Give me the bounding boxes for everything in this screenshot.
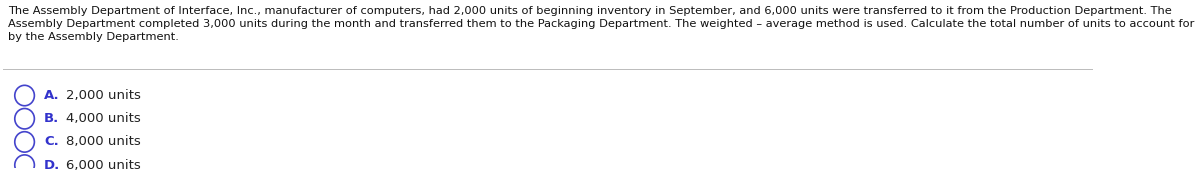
Text: 2,000 units: 2,000 units [66,89,140,102]
Text: The Assembly Department of Interface, Inc., manufacturer of computers, had 2,000: The Assembly Department of Interface, In… [8,6,1195,43]
Text: C.: C. [44,135,59,148]
Text: D.: D. [44,159,60,172]
Text: B.: B. [44,112,60,125]
Text: 8,000 units: 8,000 units [66,135,140,148]
Text: 4,000 units: 4,000 units [66,112,140,125]
Text: 6,000 units: 6,000 units [66,159,140,172]
Text: A.: A. [44,89,60,102]
